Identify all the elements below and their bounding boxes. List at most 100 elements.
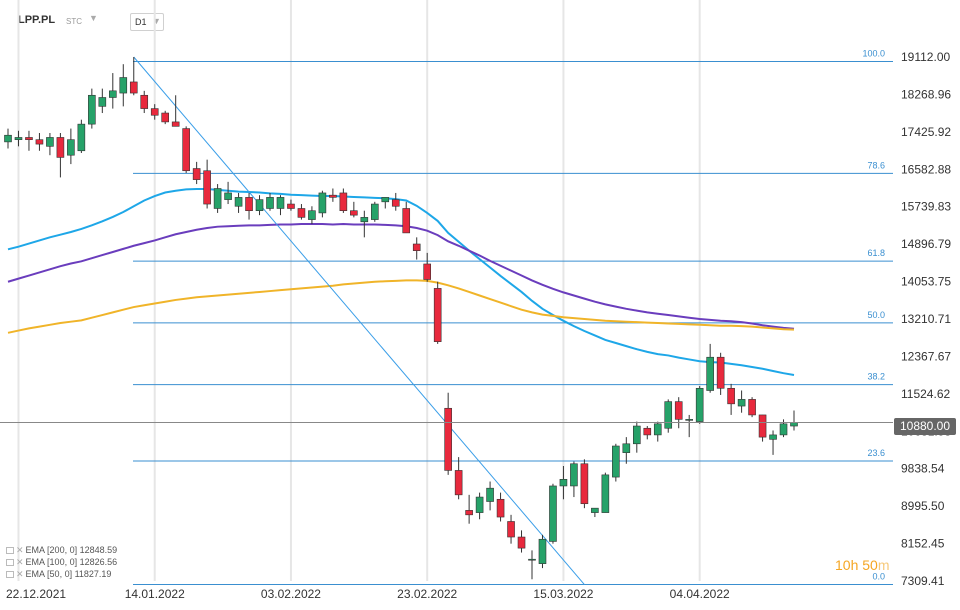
candle-body xyxy=(129,81,138,94)
candle-body xyxy=(171,121,180,127)
candle-body xyxy=(255,199,264,212)
legend-item-ema100[interactable]: ✕ EMA [100, 0] 12826.56 xyxy=(6,556,117,568)
chevron-down-icon: ▼ xyxy=(152,16,161,26)
candle xyxy=(695,386,704,424)
candle xyxy=(203,159,211,209)
candle-body xyxy=(46,137,54,147)
candle xyxy=(496,492,505,522)
candle-body xyxy=(695,387,704,422)
price-tick-label: 8152.45 xyxy=(901,537,945,551)
price-axis[interactable]: 19112.00 18268.96 17425.92 16582.88 15739.83… xyxy=(901,50,951,588)
price-tick-label: 16582.88 xyxy=(901,162,951,176)
fib-level-label: 100.0 xyxy=(862,48,885,58)
candle-body xyxy=(234,197,243,207)
fib-level-label: 38.2 xyxy=(867,372,885,382)
trendline-segment xyxy=(133,56,585,585)
close-icon[interactable]: ✕ xyxy=(16,569,24,579)
price-tick-label: 15739.83 xyxy=(901,200,951,214)
chart-grid xyxy=(17,0,701,581)
candle-body xyxy=(318,192,327,214)
candle xyxy=(632,421,641,453)
candle-body xyxy=(528,558,536,561)
timer-minutes-unit: m xyxy=(877,557,890,573)
candle-body xyxy=(465,510,473,516)
fibonacci-retracement[interactable]: 100.0 78.6 61.8 50.0 38.2 23.6 0.0 xyxy=(133,48,893,586)
candle xyxy=(737,390,746,413)
fib-level-label: 23.6 xyxy=(867,448,885,458)
symbol-dropdown-icon[interactable]: ▼ xyxy=(89,13,98,23)
candle-body xyxy=(109,90,117,98)
candle xyxy=(664,399,673,433)
candle-body xyxy=(622,443,631,453)
fib-level-label: 50.0 xyxy=(867,310,885,320)
candle xyxy=(255,195,264,216)
candle xyxy=(119,64,128,107)
price-tick-label: 19112.00 xyxy=(901,50,950,64)
indicator-legend: ✕ EMA [200, 0] 12848.59 ✕ EMA [100, 0] 1… xyxy=(6,544,117,580)
candle xyxy=(287,199,295,211)
legend-ema100-text: EMA [100, 0] 12826.56 xyxy=(25,557,118,567)
candle-body xyxy=(4,134,12,143)
candle xyxy=(234,192,243,213)
candle xyxy=(517,530,526,553)
candle xyxy=(454,457,463,500)
trendline[interactable] xyxy=(133,56,585,585)
candle-body xyxy=(182,128,190,172)
candle-body xyxy=(150,108,159,116)
candle-body xyxy=(350,210,358,216)
candle xyxy=(591,507,599,518)
candle-body xyxy=(580,463,589,505)
candle-body xyxy=(706,356,714,391)
candle xyxy=(192,161,201,185)
candle-body xyxy=(276,197,285,209)
candle-body xyxy=(570,463,578,487)
close-icon[interactable]: ✕ xyxy=(16,545,24,555)
price-tick-label: 13210.71 xyxy=(901,312,951,326)
time-axis[interactable]: 22.12.2021 14.01.2022 03.02.2022 23.02.2022… xyxy=(6,587,730,601)
legend-item-ema50[interactable]: ✕ EMA [50, 0] 11827.19 xyxy=(6,568,117,580)
timeframe-select[interactable]: D1 ▼ xyxy=(130,13,164,31)
candle-body xyxy=(632,425,641,445)
candle-body xyxy=(507,521,515,538)
candle-body xyxy=(370,203,379,220)
price-tick-label: 14896.79 xyxy=(901,237,951,251)
settings-icon[interactable] xyxy=(6,570,14,578)
candle xyxy=(758,414,767,442)
candle xyxy=(433,281,442,344)
candle xyxy=(381,197,390,209)
candle xyxy=(88,88,96,129)
candle-body xyxy=(758,414,767,438)
price-tick-label: 7309.41 xyxy=(901,574,945,588)
candle-body xyxy=(612,445,620,478)
candle-body xyxy=(381,197,390,203)
candle xyxy=(727,383,735,415)
candle-body xyxy=(538,538,547,564)
candle-body xyxy=(727,387,735,405)
current-price-badge: 10880.00 xyxy=(894,418,956,435)
candle xyxy=(549,483,557,544)
candle xyxy=(622,437,631,464)
settings-icon[interactable] xyxy=(6,558,14,566)
candle-body xyxy=(402,208,411,234)
candle xyxy=(475,492,484,520)
candle xyxy=(706,343,714,393)
time-tick-label: 15.03.2022 xyxy=(533,587,593,601)
candle-body xyxy=(779,423,788,436)
time-tick-label: 22.12.2021 xyxy=(6,587,66,601)
candle-body xyxy=(161,112,169,123)
candle xyxy=(412,237,421,260)
candle xyxy=(171,95,180,127)
candle xyxy=(370,201,379,222)
candle xyxy=(528,550,536,580)
candle-body xyxy=(475,496,484,513)
candle xyxy=(486,481,494,511)
candle-body xyxy=(517,536,526,549)
candle-body xyxy=(297,208,306,218)
candle xyxy=(14,130,23,147)
candle-body xyxy=(213,188,222,209)
settings-icon[interactable] xyxy=(6,546,14,554)
close-icon[interactable]: ✕ xyxy=(16,557,24,567)
legend-item-ema200[interactable]: ✕ EMA [200, 0] 12848.59 xyxy=(6,544,117,556)
candle xyxy=(402,201,411,234)
